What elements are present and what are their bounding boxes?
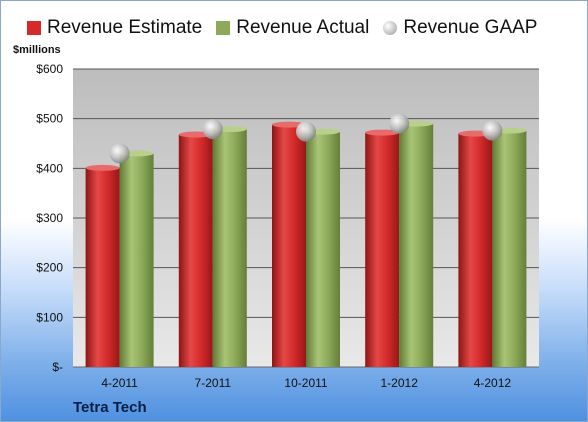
bar-revenue-estimate xyxy=(272,124,306,367)
y-tick-label: $600 xyxy=(36,62,63,76)
legend-item-estimate: Revenue Estimate xyxy=(27,17,202,39)
bar-top-estimate xyxy=(85,164,120,171)
y-tick-label: $- xyxy=(52,360,63,374)
legend-label-estimate: Revenue Estimate xyxy=(47,17,203,38)
bar-revenue-actual xyxy=(212,129,247,367)
point-revenue-gaap xyxy=(109,143,130,164)
bar-revenue-estimate xyxy=(178,134,213,367)
y-axis-unit-label: $millions xyxy=(13,44,61,56)
point-revenue-gaap xyxy=(482,120,503,141)
y-tick-label: $300 xyxy=(36,211,63,225)
x-tick-label: 4-2012 xyxy=(474,376,512,390)
x-tick-label: 10-2011 xyxy=(284,376,327,390)
bar-top-estimate xyxy=(272,121,306,128)
bar-revenue-estimate xyxy=(458,133,493,367)
bar-revenue-estimate xyxy=(85,167,120,367)
point-revenue-gaap xyxy=(389,113,410,134)
point-revenue-gaap xyxy=(202,119,223,140)
legend-item-gaap: Revenue GAAP xyxy=(383,17,537,39)
legend-swatch-actual xyxy=(216,21,231,35)
y-tick-label: $400 xyxy=(36,161,63,175)
bar-revenue-actual xyxy=(492,130,527,367)
bar-revenue-actual xyxy=(119,153,154,367)
company-label: Tetra Tech xyxy=(73,399,147,416)
legend-swatch-estimate xyxy=(27,21,41,35)
bar-revenue-actual xyxy=(399,123,434,367)
x-tick-label: 4-2011 xyxy=(101,376,138,390)
x-tick-label: 1-2012 xyxy=(381,376,419,390)
y-tick-label: $200 xyxy=(36,261,63,275)
bar-revenue-actual xyxy=(306,131,340,367)
point-revenue-gaap xyxy=(296,121,316,142)
legend-item-actual: Revenue Actual xyxy=(216,17,369,39)
y-tick-label: $500 xyxy=(36,112,63,126)
bar-top-estimate xyxy=(365,129,400,136)
y-tick-label: $100 xyxy=(36,310,63,324)
legend-swatch-gaap xyxy=(383,21,398,35)
legend-label-actual: Revenue Actual xyxy=(236,17,370,38)
legend: Revenue Estimate Revenue Actual Revenue … xyxy=(27,17,537,39)
x-tick-label: 7-2011 xyxy=(195,376,232,390)
bar-revenue-estimate xyxy=(365,132,400,367)
legend-label-gaap: Revenue GAAP xyxy=(403,17,538,38)
